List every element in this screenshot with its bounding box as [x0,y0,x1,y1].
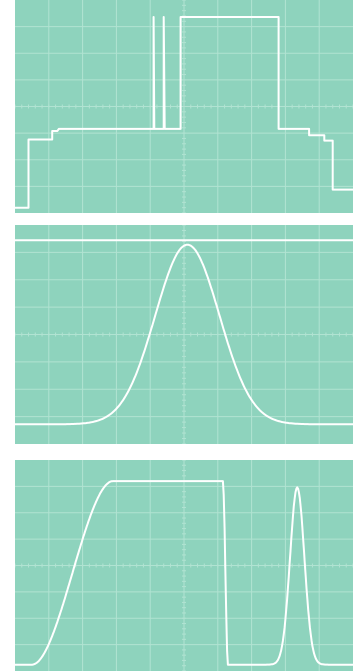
oscilloscope-screen-middle [15,225,353,444]
graticule-grid [15,460,353,671]
gaussian-pulse-trace [15,243,353,426]
oscilloscope-display-middle [15,225,353,444]
oscilloscope-screen-bottom [15,460,353,671]
graticule-grid [15,225,353,444]
oscilloscope-screen-top [15,0,353,213]
oscilloscope-display-top [15,0,353,213]
stepped-pulse-trace [15,16,353,209]
oscilloscope-display-bottom [15,460,353,671]
ramp-and-pulse-trace [15,480,353,666]
graticule-grid [15,0,353,213]
